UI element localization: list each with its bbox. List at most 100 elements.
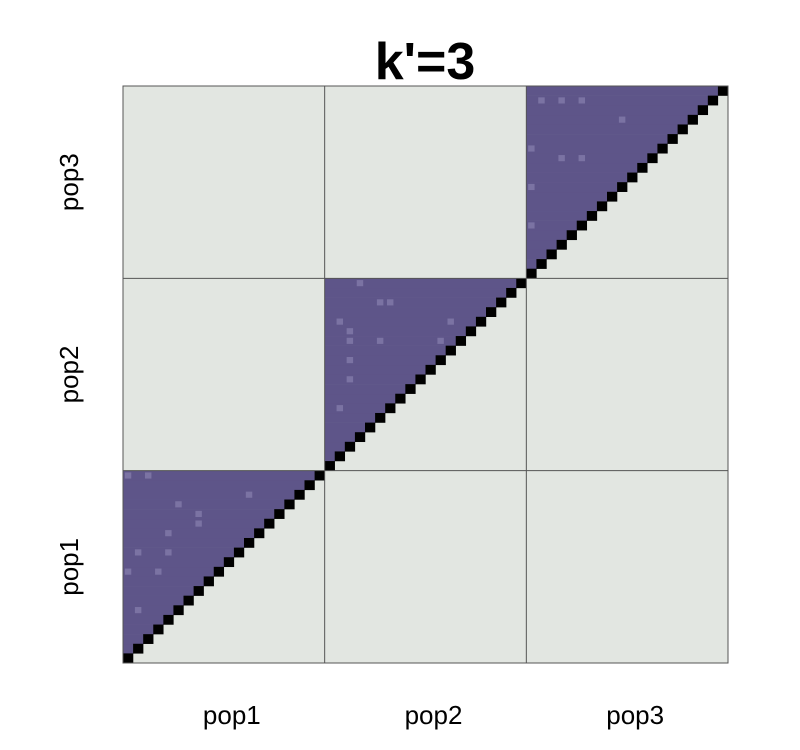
y-tick-label-pop1: pop1 <box>54 538 84 596</box>
heatmap-cell-diagonal <box>637 162 648 173</box>
heatmap-cell-diagonal <box>304 480 315 491</box>
heatmap-cell-row-pop2 <box>324 287 507 298</box>
heatmap-cell-highlight <box>346 356 354 364</box>
heatmap-cell-diagonal <box>183 595 194 606</box>
x-tick-label-pop2: pop2 <box>405 700 463 730</box>
chart-title: k'=3 <box>375 33 476 91</box>
heatmap-cell-diagonal <box>455 336 467 346</box>
heatmap-cell-highlight <box>134 549 142 556</box>
heatmap-cell-row-pop2 <box>324 278 517 289</box>
heatmap-cell-diagonal <box>173 605 184 616</box>
heatmap-cell-row-pop3 <box>526 134 668 144</box>
heatmap-cell-row-pop3 <box>526 249 547 260</box>
heatmap-cell-diagonal <box>264 518 275 529</box>
heatmap-cell-diagonal <box>486 307 497 317</box>
heatmap-cell-highlight <box>124 472 132 479</box>
heatmap-cell-diagonal <box>193 586 204 596</box>
y-tick-label-pop3: pop3 <box>54 153 84 211</box>
heatmap-cell-diagonal <box>657 143 668 154</box>
heatmap-cell-row-pop1 <box>123 547 235 558</box>
heatmap-cell-row-pop3 <box>526 95 709 106</box>
heatmap-cell-diagonal <box>163 614 174 625</box>
x-tick-label-pop3: pop3 <box>606 700 664 730</box>
heatmap-cell-highlight <box>618 116 626 123</box>
heatmap-cell-row-pop2 <box>324 451 336 462</box>
heatmap-cell-diagonal <box>566 230 577 241</box>
heatmap-cell-highlight <box>155 568 162 575</box>
heatmap-cell-diagonal <box>667 134 678 144</box>
heatmap-cell-highlight <box>528 222 535 229</box>
heatmap-cell-highlight <box>558 97 565 104</box>
heatmap-cell-row-pop2 <box>324 355 436 366</box>
heatmap-cell-row-pop3 <box>526 259 537 270</box>
heatmap-cell-diagonal <box>617 182 628 192</box>
heatmap-cell-diagonal <box>395 393 406 404</box>
heatmap-cell-highlight <box>528 183 535 191</box>
heatmap-cell-diagonal <box>627 172 638 183</box>
heatmap-cell-diagonal <box>233 547 245 558</box>
heatmap-cell-diagonal <box>707 95 719 106</box>
heatmap-cell-row-pop1 <box>123 537 245 548</box>
heatmap-cell-diagonal <box>607 191 618 202</box>
heatmap-cell-highlight <box>578 155 586 162</box>
block-borders <box>122 85 729 664</box>
heatmap-cell-highlight <box>195 510 202 518</box>
heatmap-cell-row-pop2 <box>324 336 457 346</box>
heatmap-cell-diagonal <box>354 432 366 443</box>
heatmap-cell-highlight <box>346 328 354 335</box>
heatmap-cell-row-pop2 <box>324 441 346 452</box>
heatmap-cell-highlight <box>447 318 454 325</box>
heatmap-cell-highlight <box>195 520 202 527</box>
heatmap-cell-highlight <box>538 97 545 104</box>
heatmap-cell-diagonal <box>546 249 557 260</box>
heatmap-cell-highlight <box>578 97 586 104</box>
heatmap-cell-diagonal <box>254 528 265 539</box>
heatmap-cell-diagonal <box>556 239 567 250</box>
heatmap-cell-row-pop2 <box>324 307 487 318</box>
heatmap-cell-diagonal <box>314 470 325 481</box>
heatmap-cell-row-pop3 <box>526 220 578 231</box>
heatmap-cell-highlight <box>376 337 384 344</box>
heatmap-cell-row-pop3 <box>526 201 598 212</box>
heatmap-cell-row-pop1 <box>123 605 174 616</box>
heatmap-cell-diagonal <box>334 451 346 462</box>
heatmap-cell-row-pop1 <box>123 576 204 587</box>
heatmap-cell-highlight <box>144 472 152 479</box>
heatmap-cell-diagonal <box>284 499 295 510</box>
heatmap-cell-diagonal <box>143 634 154 644</box>
heatmap-cell-diagonal <box>203 576 214 587</box>
y-tick-label-pop2: pop2 <box>54 346 84 404</box>
heatmap-cell-row-pop1 <box>123 614 164 625</box>
heatmap-cell-row-pop3 <box>526 239 557 250</box>
heatmap-cell-row-pop2 <box>324 364 426 375</box>
heatmap-cell-diagonal <box>415 374 426 385</box>
heatmap-cell-highlight <box>558 155 565 162</box>
heatmap-cell-highlight <box>165 549 172 556</box>
heatmap-cell-diagonal <box>294 489 305 500</box>
heatmap-cell-diagonal <box>465 326 477 337</box>
heatmap-cell-row-pop1 <box>123 470 315 481</box>
heatmap-cell-diagonal <box>405 384 416 394</box>
heatmap-cell-highlight <box>175 501 182 508</box>
heatmap-cell-diagonal <box>435 355 446 366</box>
heatmap-cell-highlight <box>346 337 354 344</box>
heatmap-cell-row-pop3 <box>526 162 638 173</box>
heatmap-cell-diagonal <box>496 297 507 308</box>
heatmap-cell-row-pop1 <box>123 489 295 500</box>
heatmap-cell-row-pop2 <box>324 297 497 308</box>
heatmap-cell-diagonal <box>445 345 456 356</box>
heatmap-cell-row-pop2 <box>324 374 416 385</box>
heatmap-cell-highlight <box>165 530 172 537</box>
heatmap-cells <box>123 86 729 664</box>
heatmap-cell-row-pop3 <box>526 153 648 164</box>
heatmap-cell-row-pop3 <box>526 105 699 116</box>
heatmap-cell-diagonal <box>475 316 487 327</box>
heatmap-cell-diagonal <box>385 403 396 414</box>
heatmap-cell-row-pop2 <box>324 422 366 433</box>
heatmap-cell-highlight <box>336 405 344 412</box>
plot-frame <box>122 85 729 664</box>
heatmap-cell-diagonal <box>526 268 537 279</box>
heatmap-cell-highlight <box>134 607 142 614</box>
heatmap-cell-highlight <box>245 491 253 498</box>
